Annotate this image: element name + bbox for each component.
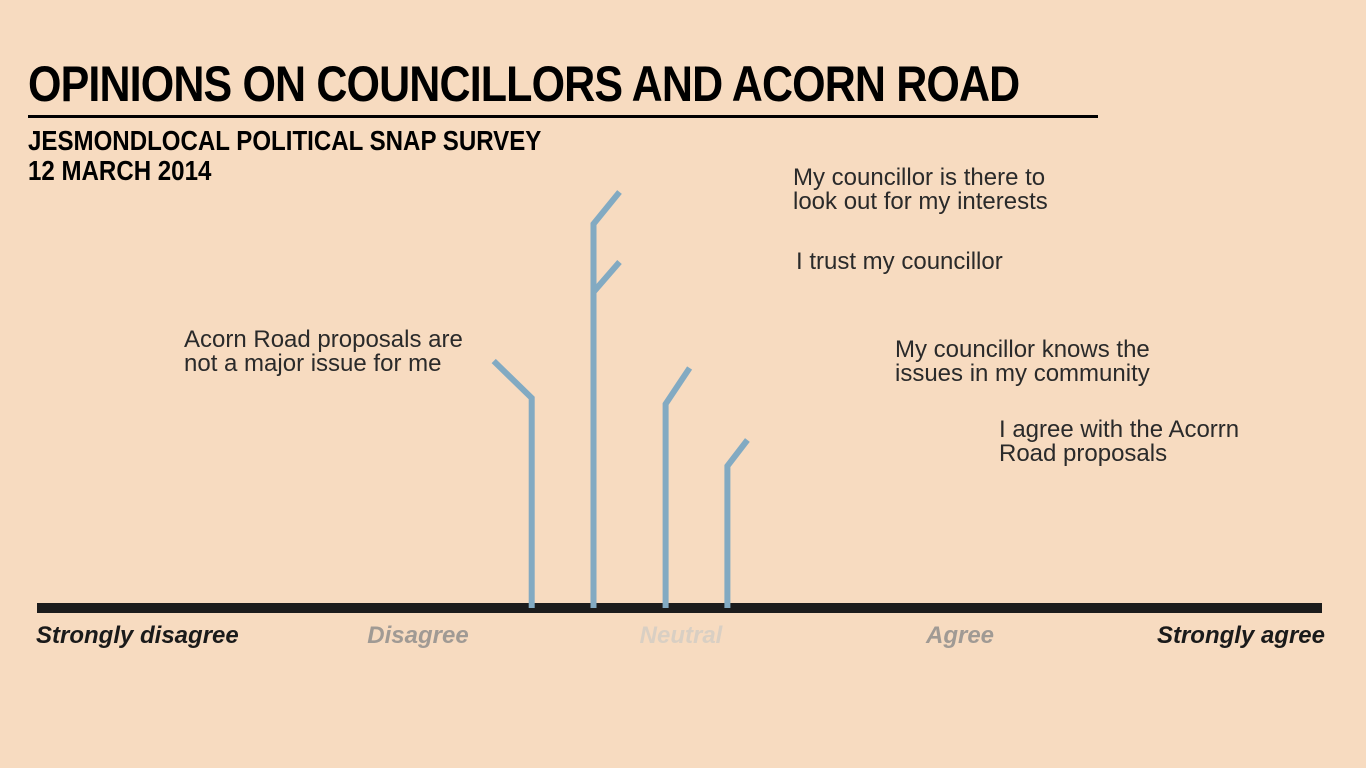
annotation-agree-acorn-proposals-line-2: Road proposals [999,440,1167,467]
annotation-councillor-knows-issues-line-2: issues in my community [895,360,1150,387]
stem-acorn-not-major-issue [491,358,535,608]
annotation-councillor-interests: My councillor is there to look out for my… [793,164,1048,215]
annotation-trust-councillor: I trust my councillor [796,248,1003,275]
annotation-agree-acorn-proposals: I agree with the Acorrn Road proposals [999,416,1239,467]
scale-label-disagree: Disagree [367,622,468,649]
chart-title: OPINIONS ON COUNCILLORS AND ACORN ROAD [28,56,1020,112]
annotation-councillor-interests-line-1: My councillor is there to [793,164,1045,191]
stem-agree-acorn-proposals [724,438,750,608]
subtitle-line-2: 12 MARCH 2014 [28,155,212,186]
scale-label-neutral: Neutral [640,622,724,649]
stem-councillor-interests [590,190,622,608]
title-underline [28,115,1098,118]
annotation-agree-acorn-proposals-line-1: I agree with the Acorrn [999,416,1239,443]
subtitle-line-1: JESMONDLOCAL POLITICAL SNAP SURVEY [28,125,542,156]
scale-label-strongly-agree: Strongly agree [1157,622,1325,649]
annotation-councillor-knows-issues-line-1: My councillor knows the [895,336,1150,363]
scale-label-strongly-disagree: Strongly disagree [36,622,239,649]
scale-label-agree: Agree [925,622,994,649]
stem-branch-trust-councillor [591,260,622,294]
annotation-acorn-not-major-issue-line-2: not a major issue for me [184,350,441,377]
annotation-trust-councillor-line-1: I trust my councillor [796,248,1003,275]
annotation-acorn-not-major-issue-line-1: Acorn Road proposals are [184,326,463,353]
stem-councillor-knows-issues [662,366,693,608]
annotation-councillor-knows-issues: My councillor knows the issues in my comm… [895,336,1150,387]
annotation-councillor-interests-line-2: look out for my interests [793,188,1048,215]
chart-subtitle: JESMONDLOCAL POLITICAL SNAP SURVEY 12 MA… [28,126,541,186]
annotation-acorn-not-major-issue: Acorn Road proposals are not a major issu… [184,326,463,377]
